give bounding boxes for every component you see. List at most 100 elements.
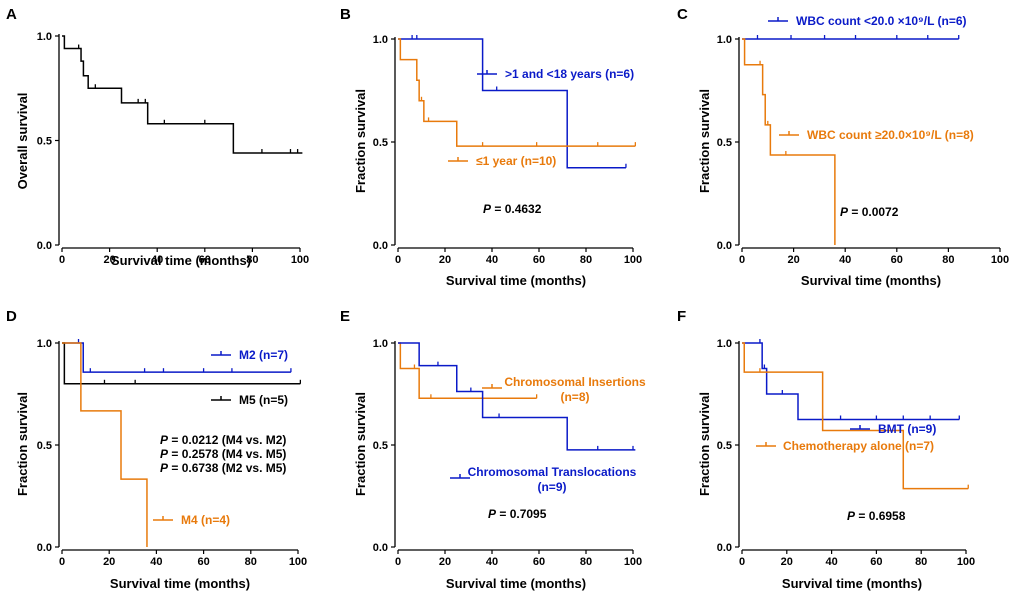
- panel-letter: E: [340, 308, 350, 325]
- survival-curve: [742, 342, 960, 421]
- survival-curve: [62, 342, 148, 547]
- x-tick-label: 20: [103, 556, 115, 568]
- x-tick-label: 20: [439, 254, 451, 266]
- p-symbol: P: [160, 461, 169, 475]
- panel-f: F Fraction survival Survival time (month…: [677, 308, 975, 591]
- y-tick-label: 0.5: [717, 440, 732, 452]
- x-tick-label: 60: [533, 556, 545, 568]
- p-symbol: P: [840, 205, 849, 219]
- panel-d: D Fraction survival Survival time (month…: [6, 308, 307, 591]
- p-value: = 0.0072: [848, 205, 899, 219]
- y-tick-label: 0.5: [373, 440, 388, 452]
- legend-item: Chromosomal Insertions (n=8): [482, 375, 646, 404]
- x-tick-label: 100: [624, 254, 642, 266]
- panel-c: C Fraction survival Survival time (month…: [677, 6, 1009, 288]
- survival-curve: [742, 342, 969, 490]
- x-tick-label: 80: [245, 556, 257, 568]
- x-tick-label: 80: [580, 556, 592, 568]
- p-value-annotation: P = 0.0072: [840, 205, 899, 219]
- legend-label-line2: (n=8): [560, 390, 589, 404]
- x-axis-label: Survival time (months): [111, 253, 251, 268]
- survival-curve: [398, 38, 636, 147]
- plot-area: 0.0 0.5 1.0 0 20 40 60 80 100: [717, 34, 1009, 266]
- p-value: = 0.7095: [496, 507, 547, 521]
- y-axis-label: Fraction survival: [353, 89, 368, 193]
- y-tick-label: 1.0: [373, 338, 388, 350]
- p-value: = 0.6738 (M2 vs. M5): [168, 461, 286, 475]
- x-tick-label: 0: [739, 556, 745, 568]
- p-value: = 0.0212 (M4 vs. M2): [168, 433, 286, 447]
- x-tick-label: 60: [199, 254, 211, 266]
- p-symbol: P: [488, 507, 497, 521]
- panel-e: E Fraction survival Survival time (month…: [340, 308, 646, 591]
- y-axis-label: Fraction survival: [697, 89, 712, 193]
- x-tick-label: 40: [150, 556, 162, 568]
- plot-area: 0.0 0.5 1.0 0 20 40 60 80 100: [373, 34, 642, 266]
- x-tick-label: 40: [839, 254, 851, 266]
- x-tick-label: 0: [395, 254, 401, 266]
- x-tick-label: 100: [624, 556, 642, 568]
- x-tick-label: 0: [59, 556, 65, 568]
- p-symbol: P: [160, 447, 169, 461]
- y-tick-label: 0.0: [37, 542, 52, 554]
- x-tick-label: 40: [486, 254, 498, 266]
- y-tick-label: 0.5: [717, 137, 732, 149]
- y-tick-label: 0.0: [37, 240, 52, 252]
- x-tick-label: 80: [246, 254, 258, 266]
- survival-curve: [398, 342, 636, 451]
- legend-item: WBC count ≥20.0×10⁹/L (n=8): [779, 128, 974, 142]
- x-tick-label: 60: [891, 254, 903, 266]
- legend-item: BMT (n=9): [850, 422, 936, 436]
- y-axis-label: Overall survival: [15, 93, 30, 190]
- legend-item: M4 (n=4): [153, 513, 230, 527]
- x-tick-label: 20: [787, 254, 799, 266]
- x-tick-label: 0: [59, 254, 65, 266]
- y-tick-label: 1.0: [373, 34, 388, 46]
- x-axis-label: Survival time (months): [110, 576, 250, 591]
- y-tick-label: 1.0: [717, 34, 732, 46]
- legend-label: M5 (n=5): [239, 393, 288, 407]
- x-tick-label: 20: [103, 254, 115, 266]
- p-value-annotation: P = 0.7095: [488, 507, 547, 521]
- x-tick-label: 0: [395, 556, 401, 568]
- panel-letter: D: [6, 308, 17, 325]
- p-symbol: P: [483, 202, 492, 216]
- p-value-annotation: P = 0.6738 (M2 vs. M5): [160, 461, 286, 475]
- p-value: = 0.2578 (M4 vs. M5): [168, 447, 286, 461]
- panel-letter: C: [677, 6, 688, 23]
- x-tick-label: 40: [825, 556, 837, 568]
- plot-area: 0.0 0.5 1.0 0 20 40 60 80 100: [37, 31, 309, 266]
- legend-label: Chromosomal Insertions: [504, 375, 646, 389]
- x-tick-label: 0: [739, 254, 745, 266]
- legend-label: Chemotherapy alone (n=7): [783, 439, 934, 453]
- p-value: = 0.4632: [491, 202, 542, 216]
- legend-label: M2 (n=7): [239, 348, 288, 362]
- panel-letter: A: [6, 6, 17, 23]
- p-value-annotation: P = 0.2578 (M4 vs. M5): [160, 447, 286, 461]
- legend-label: M4 (n=4): [181, 513, 230, 527]
- y-tick-label: 1.0: [37, 338, 52, 350]
- x-tick-label: 80: [942, 254, 954, 266]
- y-axis-label: Fraction survival: [15, 392, 30, 496]
- legend-label: WBC count ≥20.0×10⁹/L (n=8): [807, 128, 974, 142]
- legend-item: M2 (n=7): [211, 348, 288, 362]
- x-tick-label: 100: [291, 254, 309, 266]
- p-value-annotation: P = 0.4632: [483, 202, 542, 216]
- y-tick-label: 0.5: [37, 440, 52, 452]
- legend-label: ≤1 year (n=10): [476, 154, 556, 168]
- x-tick-label: 100: [957, 556, 975, 568]
- panel-b: B Fraction survival Survival time (month…: [340, 6, 642, 288]
- y-tick-label: 1.0: [37, 31, 52, 43]
- plot-area: 0.0 0.5 1.0 0 20 40 60 80 100: [717, 338, 975, 568]
- x-tick-label: 60: [533, 254, 545, 266]
- y-tick-label: 0.0: [373, 542, 388, 554]
- legend-item: Chemotherapy alone (n=7): [756, 439, 934, 453]
- x-tick-label: 100: [289, 556, 307, 568]
- legend-item: ≤1 year (n=10): [448, 154, 556, 168]
- x-tick-label: 100: [991, 254, 1009, 266]
- legend-item: M5 (n=5): [211, 393, 288, 407]
- y-tick-label: 0.0: [717, 240, 732, 252]
- x-axis-label: Survival time (months): [446, 576, 586, 591]
- survival-curve: [742, 38, 836, 245]
